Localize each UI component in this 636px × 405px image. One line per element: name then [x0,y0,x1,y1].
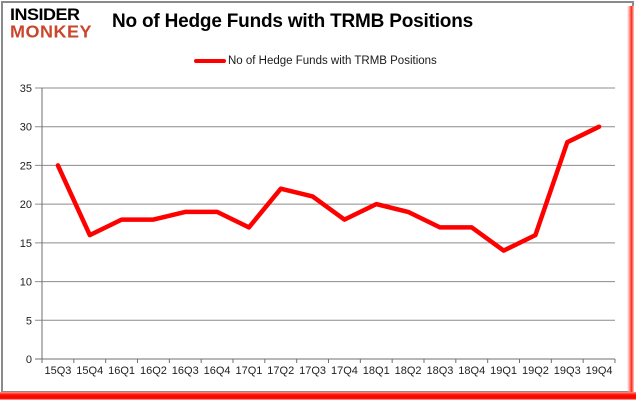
chart-legend: No of Hedge Funds with TRMB Positions [194,55,437,67]
x-tick-label: 16Q1 [108,365,135,377]
x-tick-label: 19Q1 [490,365,517,377]
x-tick-label: 17Q3 [299,365,326,377]
right-red-divider [627,6,634,392]
chart-card [1,1,634,393]
x-tick-label: 17Q4 [331,365,358,377]
series-line [55,124,602,253]
y-tick-label: 5 [26,315,32,327]
x-tick-label: 17Q1 [235,365,262,377]
x-tick-label: 16Q4 [204,365,231,377]
x-tick-label: 15Q4 [76,365,103,377]
y-tick-label: 35 [20,83,32,95]
x-tick-label: 19Q3 [554,365,581,377]
y-tick-label: 10 [20,277,32,289]
x-tick-label: 18Q2 [395,365,422,377]
x-tick-label: 16Q3 [172,365,199,377]
y-tick-label: 30 [20,122,32,134]
x-tick-label: 18Q1 [363,365,390,377]
x-tick-label: 16Q2 [140,365,167,377]
x-tick-label: 19Q4 [586,365,613,377]
page-title: No of Hedge Funds with TRMB Positions [112,11,473,32]
y-tick-label: 15 [20,238,32,250]
x-tick-label: 15Q3 [44,365,71,377]
legend-line-swatch [194,58,226,64]
x-tick-label: 19Q2 [522,365,549,377]
x-tick-label: 18Q3 [426,365,453,377]
logo-word-monkey: MONKEY [10,22,93,42]
x-tick-label: 17Q2 [267,365,294,377]
y-tick-label: 25 [20,160,32,172]
legend-label: No of Hedge Funds with TRMB Positions [228,55,437,67]
y-tick-label: 0 [26,354,32,366]
y-tick-label: 20 [20,199,32,211]
logo-word-insider: INSIDER [10,5,80,24]
bottom-red-divider [0,392,636,400]
insider-monkey-logo: INSIDER MONKEY [10,6,92,41]
x-tick-label: 18Q4 [458,365,485,377]
